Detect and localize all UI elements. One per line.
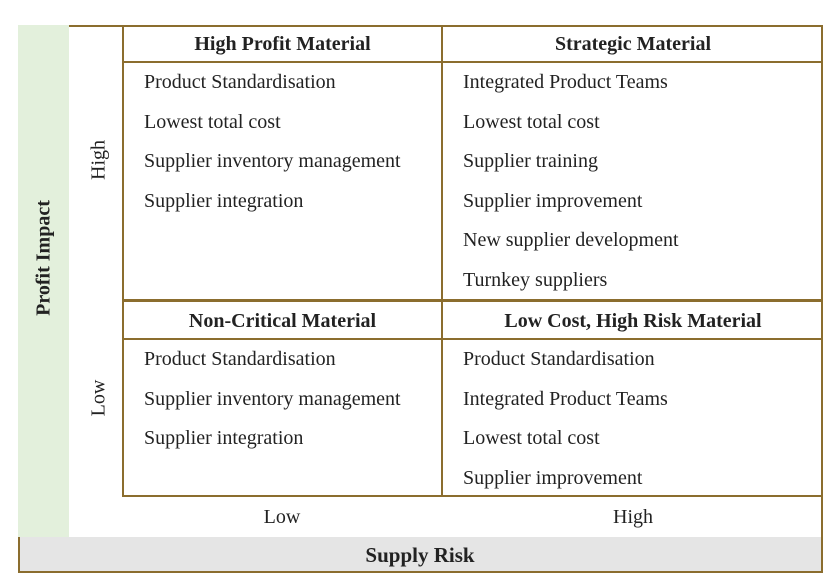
list-item: Lowest total cost	[463, 427, 600, 449]
quadrant-low-cost-high-risk: Low Cost, High Risk Material Product Sta…	[443, 302, 823, 495]
grid-bottom-border	[122, 495, 823, 497]
quadrant-item-list: Product Standardisation Supplier invento…	[144, 346, 441, 465]
quadrant-title: Low Cost, High Risk Material	[443, 302, 823, 340]
y-axis-title: Profit Impact	[32, 200, 55, 316]
grid-middle-divider	[122, 299, 823, 302]
quadrant-high-profit: High Profit Material Product Standardisa…	[124, 25, 441, 299]
y-axis-high-label: High	[87, 140, 110, 180]
grid-left-border	[122, 25, 124, 497]
list-item: Supplier improvement	[463, 189, 643, 212]
list-item: Product Standardisation	[463, 348, 655, 370]
list-item: Supplier integration	[144, 189, 304, 212]
x-axis-title: Supply Risk	[365, 543, 475, 567]
quadrant-item-list: Product Standardisation Lowest total cos…	[144, 69, 441, 227]
list-item: Supplier integration	[144, 427, 304, 449]
x-axis-low-label: Low	[263, 506, 301, 528]
quadrant-non-critical: Non-Critical Material Product Standardis…	[124, 302, 441, 495]
list-item: Integrated Product Teams	[463, 71, 668, 93]
quadrant-grid: High Profit Material Product Standardisa…	[122, 25, 823, 497]
quadrant-title: Strategic Material	[443, 25, 823, 63]
list-item: New supplier development	[463, 229, 679, 251]
list-item: Product Standardisation	[144, 348, 336, 370]
list-item: Integrated Product Teams	[463, 387, 668, 410]
list-item: Product Standardisation	[144, 71, 336, 93]
grid-center-divider	[441, 25, 443, 497]
list-item: Supplier inventory management	[144, 387, 401, 410]
y-axis-band	[18, 25, 69, 537]
quadrant-item-list: Product Standardisation Integrated Produ…	[463, 346, 823, 504]
list-item: Supplier training	[463, 150, 598, 172]
y-axis-low-label: Low	[87, 379, 110, 417]
x-axis-high-label: High	[613, 506, 653, 528]
list-item: Supplier improvement	[463, 466, 643, 489]
quadrant-title: High Profit Material	[124, 25, 441, 63]
quadrant-item-list: Integrated Product Teams Lowest total co…	[463, 69, 823, 306]
quadrant-strategic: Strategic Material Integrated Product Te…	[443, 25, 823, 299]
list-item: Turnkey suppliers	[463, 268, 608, 291]
quadrant-title: Non-Critical Material	[124, 302, 441, 340]
list-item: Lowest total cost	[463, 110, 600, 133]
list-item: Supplier inventory management	[144, 150, 401, 172]
x-axis-band	[18, 537, 823, 573]
list-item: Lowest total cost	[144, 110, 281, 133]
